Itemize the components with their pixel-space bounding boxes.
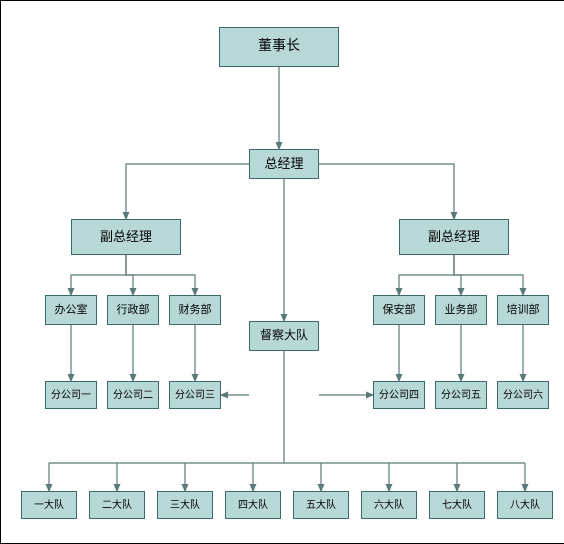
node-dgm_right: 副总经理 — [399, 219, 509, 255]
node-label: 总经理 — [264, 157, 303, 171]
node-label: 分公司三 — [175, 390, 215, 401]
node-label: 分公司四 — [379, 390, 419, 401]
node-sub2: 分公司二 — [107, 381, 159, 409]
node-label: 办公室 — [55, 304, 88, 316]
node-label: 一大队 — [34, 500, 64, 511]
node-label: 分公司五 — [441, 390, 481, 401]
node-label: 分公司二 — [113, 390, 153, 401]
node-label: 业务部 — [445, 304, 478, 316]
node-team5: 五大队 — [293, 491, 349, 519]
node-label: 分公司六 — [503, 390, 543, 401]
node-label: 三大队 — [170, 500, 200, 511]
node-label: 培训部 — [507, 304, 540, 316]
node-sub5: 分公司五 — [435, 381, 487, 409]
node-office: 办公室 — [45, 295, 97, 325]
node-business: 业务部 — [435, 295, 487, 325]
node-label: 分公司一 — [51, 390, 91, 401]
node-sub4: 分公司四 — [373, 381, 425, 409]
node-team3: 三大队 — [157, 491, 213, 519]
node-dgm_left: 副总经理 — [71, 219, 181, 255]
node-label: 七大队 — [442, 500, 472, 511]
node-label: 督察大队 — [260, 329, 308, 342]
edge-layer — [1, 1, 564, 543]
node-label: 六大队 — [374, 500, 404, 511]
node-training: 培训部 — [497, 295, 549, 325]
node-label: 四大队 — [238, 500, 268, 511]
node-label: 董事长 — [258, 39, 300, 54]
node-security: 保安部 — [373, 295, 425, 325]
node-sub6: 分公司六 — [497, 381, 549, 409]
node-gm: 总经理 — [249, 149, 319, 179]
node-team2: 二大队 — [89, 491, 145, 519]
org-chart: 董事长总经理副总经理 副总经理督察大队 办公室 行政部 财务部 保安部 业务部 培训部分公司一… — [0, 0, 564, 544]
node-label: 二大队 — [102, 500, 132, 511]
node-team7: 七大队 — [429, 491, 485, 519]
node-team6: 六大队 — [361, 491, 417, 519]
node-sub3: 分公司三 — [169, 381, 221, 409]
node-label: 副总经理 — [100, 230, 152, 244]
node-team4: 四大队 — [225, 491, 281, 519]
node-label: 保安部 — [383, 304, 416, 316]
node-inspect: 督察大队 — [249, 321, 319, 351]
node-chairman: 董事长 — [219, 27, 339, 67]
node-label: 副总经理 — [428, 230, 480, 244]
node-label: 八大队 — [510, 500, 540, 511]
node-label: 财务部 — [179, 304, 212, 316]
node-finance: 财务部 — [169, 295, 221, 325]
node-label: 行政部 — [117, 304, 150, 316]
node-team8: 八大队 — [497, 491, 553, 519]
node-sub1: 分公司一 — [45, 381, 97, 409]
node-team1: 一大队 — [21, 491, 77, 519]
node-label: 五大队 — [306, 500, 336, 511]
node-admin: 行政部 — [107, 295, 159, 325]
